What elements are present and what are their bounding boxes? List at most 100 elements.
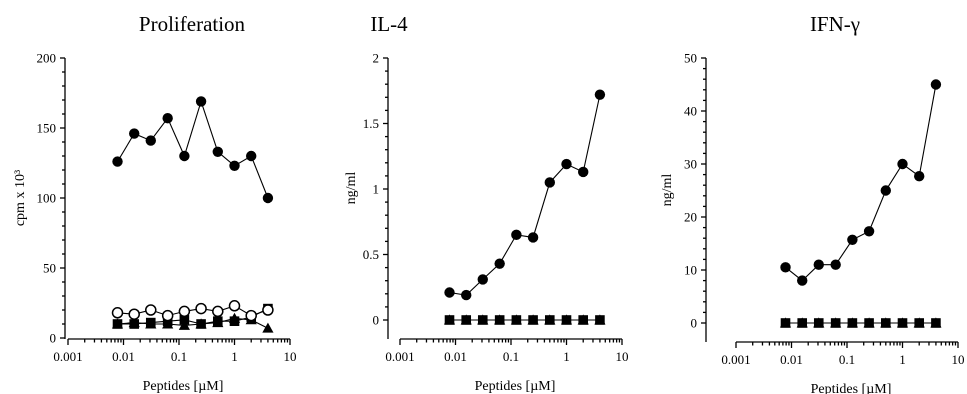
y-tick-label: 50 bbox=[43, 261, 56, 276]
data-point-filled-square bbox=[897, 318, 908, 328]
data-point-filled-circle bbox=[444, 287, 455, 298]
data-point-filled-circle bbox=[780, 262, 791, 273]
y-tick-label: 40 bbox=[684, 104, 697, 119]
proliferation-chart: Proliferation 0 50 100 150 200 0.001 0.01 0.1 1 10… bbox=[13, 12, 297, 394]
series-markers-filled-circle bbox=[444, 89, 606, 301]
x-tick-label: 0.001 bbox=[721, 352, 750, 367]
data-point-filled-triangle bbox=[178, 319, 190, 330]
data-point-filled-circle bbox=[544, 177, 555, 188]
data-point-filled-square bbox=[145, 317, 156, 328]
data-point-open-circle bbox=[111, 307, 124, 319]
y-tick-label: 20 bbox=[684, 210, 697, 225]
y-axis-label: ng/ml bbox=[344, 172, 359, 205]
data-point-filled-triangle bbox=[262, 322, 274, 333]
data-point-filled-square bbox=[444, 315, 455, 325]
series-line-filled-square bbox=[117, 308, 269, 325]
series-filled-circle bbox=[117, 99, 269, 199]
data-point-filled-circle bbox=[246, 150, 257, 162]
data-point-filled-square bbox=[880, 318, 891, 328]
data-point-filled-circle bbox=[511, 229, 522, 241]
data-point-filled-circle bbox=[229, 160, 240, 171]
data-point-filled-square bbox=[780, 318, 791, 328]
data-point-filled-square bbox=[797, 318, 808, 328]
data-point-filled-circle bbox=[179, 150, 190, 162]
y-tick-label: 10 bbox=[684, 263, 697, 278]
data-point-filled-square bbox=[494, 315, 505, 325]
x-tick-label: 0.1 bbox=[839, 352, 855, 367]
x-tick-label: 0.1 bbox=[503, 349, 519, 364]
data-point-filled-circle bbox=[477, 274, 488, 285]
data-point-filled-square bbox=[561, 315, 572, 325]
y-tick-label: 0.5 bbox=[363, 247, 379, 262]
data-point-filled-square bbox=[511, 315, 522, 325]
series-markers-filled-square bbox=[780, 318, 941, 328]
data-point-filled-circle bbox=[262, 192, 274, 204]
x-tick-label: 10 bbox=[952, 352, 965, 367]
x-axis-label: Peptides [µM] bbox=[811, 382, 892, 394]
il4-chart: IL-4 0 0.5 1 1.5 2 0.001 0.01 0.1 1 10 Peptides [µM… bbox=[344, 12, 629, 394]
data-point-filled-circle bbox=[847, 234, 858, 245]
y-tick-label: 150 bbox=[37, 121, 57, 136]
data-point-filled-circle bbox=[561, 158, 572, 170]
x-tick-label: 10 bbox=[616, 349, 629, 364]
data-point-open-circle bbox=[212, 305, 224, 318]
data-point-filled-circle bbox=[813, 259, 824, 270]
data-point-filled-square bbox=[847, 318, 858, 328]
data-point-filled-square bbox=[196, 319, 206, 329]
y-tick-label: 0 bbox=[50, 331, 57, 346]
x-tick-label: 0.01 bbox=[444, 349, 467, 364]
y-tick-label: 2 bbox=[373, 51, 380, 66]
data-point-open-circle bbox=[195, 302, 207, 315]
data-point-filled-circle bbox=[195, 96, 207, 107]
data-point-open-circle bbox=[228, 300, 241, 312]
y-tick-label: 30 bbox=[684, 157, 697, 172]
y-tick-label: 200 bbox=[37, 51, 57, 66]
chart-title: IL-4 bbox=[370, 12, 408, 36]
x-tick-label: 1 bbox=[231, 349, 238, 364]
data-point-open-circle bbox=[178, 305, 191, 318]
series-line-filled-circle bbox=[785, 84, 937, 282]
chart-title: IFN-γ bbox=[810, 12, 860, 36]
series-markers-open-circle bbox=[111, 300, 274, 322]
series-markers-filled-circle bbox=[780, 79, 942, 286]
x-tick-label: 0.001 bbox=[385, 349, 414, 364]
x-tick-label: 0.01 bbox=[780, 352, 803, 367]
y-tick-label: 100 bbox=[37, 191, 57, 206]
x-axis-label: Peptides [µM] bbox=[475, 379, 556, 394]
data-point-open-circle bbox=[245, 309, 257, 322]
data-point-filled-square bbox=[864, 318, 874, 328]
series-filled-square bbox=[117, 308, 269, 325]
data-point-filled-square bbox=[578, 315, 589, 325]
data-point-filled-square bbox=[212, 316, 223, 326]
data-point-filled-circle bbox=[594, 89, 606, 100]
x-tick-label: 1 bbox=[899, 352, 906, 367]
data-point-filled-square bbox=[813, 318, 824, 328]
y-tick-label: 0 bbox=[373, 313, 380, 328]
x-tick-label: 0.01 bbox=[112, 349, 135, 364]
data-point-open-circle bbox=[262, 304, 274, 316]
data-point-filled-square bbox=[544, 315, 555, 325]
series-filled-circle bbox=[785, 84, 937, 282]
x-tick-label: 10 bbox=[284, 349, 297, 364]
y-tick-label: 1.5 bbox=[363, 116, 379, 131]
data-point-filled-circle bbox=[494, 258, 505, 269]
series-line-filled-circle bbox=[449, 94, 601, 296]
data-point-filled-circle bbox=[897, 158, 908, 170]
x-tick-label: 0.1 bbox=[171, 349, 187, 364]
y-tick-label: 0 bbox=[691, 316, 698, 331]
data-point-filled-circle bbox=[112, 156, 123, 167]
proliferation-panel: Proliferation 0 50 100 150 200 0.001 0.01 0.1 1 10… bbox=[0, 0, 322, 394]
x-tick-label: 1 bbox=[563, 349, 570, 364]
data-point-filled-square bbox=[931, 318, 941, 328]
x-axis-label: Peptides [µM] bbox=[143, 379, 224, 394]
series-open-circle bbox=[117, 305, 269, 317]
y-tick-label: 50 bbox=[684, 51, 697, 66]
data-point-filled-square bbox=[914, 318, 925, 328]
data-point-filled-circle bbox=[212, 146, 223, 157]
data-point-filled-circle bbox=[129, 128, 140, 139]
y-axis-label: ng/ml bbox=[660, 174, 675, 207]
chart-title: Proliferation bbox=[139, 12, 246, 36]
series-line-open-circle bbox=[117, 305, 269, 317]
data-point-filled-square bbox=[830, 318, 841, 328]
il4-panel: IL-4 0 0.5 1 1.5 2 0.001 0.01 0.1 1 10 Peptides [µM… bbox=[322, 0, 644, 394]
